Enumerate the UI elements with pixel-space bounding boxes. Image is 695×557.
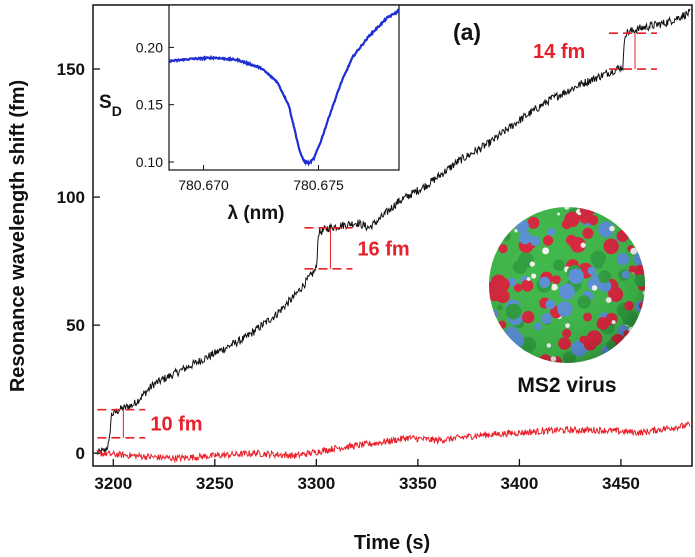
main-series-group [96, 8, 691, 464]
inset-x-tick-label: 780.675 [293, 177, 344, 193]
y-tick-label: 150 [57, 60, 85, 79]
panel-label: (a) [453, 19, 481, 45]
series-line-control [96, 420, 691, 464]
x-axis-label: Time (s) [354, 532, 430, 554]
step-label: 14 fm [533, 41, 585, 63]
x-tick-label: 3300 [297, 474, 335, 493]
main-x-ticks: 3200 3250 3300 3350 3400 3450 [94, 459, 640, 493]
inset-x-tick-label: 780.670 [178, 177, 229, 193]
inset-x-axis-label: λ (nm) [228, 203, 285, 224]
virus-label: MS2 virus [517, 374, 616, 397]
step-annotations: 10 fm 16 fm 14 fm [97, 32, 658, 439]
inset-x-ticks: 780.670 780.675 [178, 165, 344, 193]
inset-y-tick-label: 0.15 [136, 97, 163, 113]
inset-plot-frame [168, 4, 400, 171]
ms2-virus-illustration [489, 207, 645, 363]
x-tick-label: 3400 [500, 474, 538, 493]
x-tick-label: 3450 [602, 474, 640, 493]
inset-y-tick-label: 0.10 [136, 154, 163, 170]
main-y-ticks: 0 50 100 150 [57, 60, 100, 463]
x-tick-label: 3350 [399, 474, 437, 493]
inset-series-line [168, 8, 400, 167]
step-label: 16 fm [357, 238, 409, 260]
x-tick-label: 3200 [94, 474, 132, 493]
y-tick-label: 100 [57, 188, 85, 207]
y-axis-label: Resonance wavelength shift (fm) [7, 80, 29, 392]
y-tick-label: 0 [76, 444, 85, 463]
series-line-resonance-shift [96, 8, 691, 455]
step-label: 10 fm [150, 414, 202, 436]
inset-y-tick-label: 0.20 [136, 39, 163, 55]
inset-y-ticks: 0.10 0.15 0.20 [136, 39, 174, 170]
x-tick-label: 3250 [196, 474, 234, 493]
y-tick-label: 50 [66, 316, 85, 335]
inset-y-axis-label: SD [99, 92, 122, 119]
inset-series-group [168, 8, 400, 167]
